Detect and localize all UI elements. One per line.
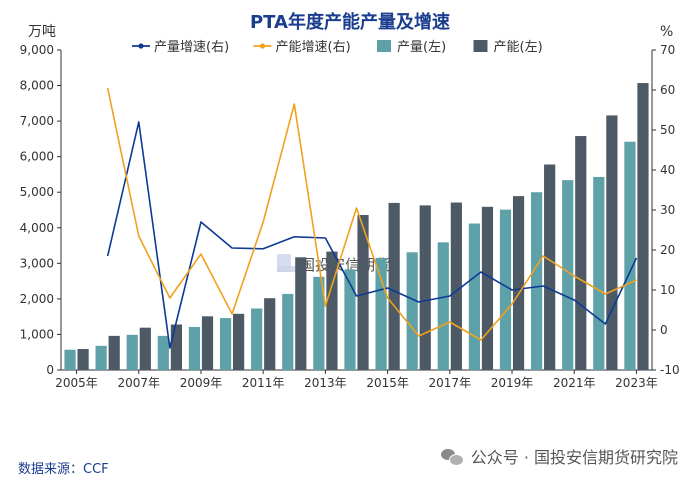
right-tick-label: 30 [660,203,675,217]
source-note: 数据来源：CCF [18,462,109,477]
legend-label: 产能增速(右) [276,40,351,55]
output-bar-2008 [157,335,169,370]
right-tick-label: 0 [660,323,668,337]
wechat-icon [440,447,464,466]
left-tick-label: 0 [46,363,54,377]
x-tick-label: 2023年 [615,376,658,390]
output-bar-2023 [624,141,636,370]
output-bar-2015 [375,258,387,370]
left-axis-unit: 万吨 [28,24,56,40]
legend-item: 产量增速(右) [132,40,229,55]
x-tick-label: 2017年 [429,376,472,390]
x-tick-label: 2011年 [242,376,285,390]
capacity-bar-2019 [512,196,525,370]
legend-box-swatch [377,40,391,52]
left-tick-label: 1,000 [20,327,54,341]
footer-watermark: 公众号 · 国投安信期货研究院 [440,444,678,468]
capacity-bar-2013 [326,251,338,370]
output-bar-2011 [251,308,263,370]
output-bar-2005 [64,349,76,370]
right-tick-label: 60 [660,83,675,97]
left-tick-label: 6,000 [20,150,54,164]
chart-title: PTA年度产能产量及增速 [250,11,450,33]
capacity-bar-2023 [637,83,649,370]
left-tick-label: 2,000 [20,292,54,306]
legend-label: 产量(左) [397,40,446,55]
capacity-bar-2011 [264,298,276,370]
output-bar-2007 [126,334,138,370]
right-tick-label: 40 [660,163,675,177]
left-tick-label: 7,000 [20,114,54,128]
legend-item: 产量(左) [377,40,446,55]
output-bar-2014 [344,269,356,370]
legend-box-swatch [473,40,488,52]
output-bar-2019 [499,209,512,370]
left-tick-label: 9,000 [20,43,54,57]
capacity-bar-2016 [419,205,431,370]
x-tick-label: 2019年 [491,376,534,390]
capacity-bar-2015 [388,202,400,370]
left-tick-label: 8,000 [20,79,54,93]
right-tick-label: 50 [660,123,675,137]
legend-marker [138,43,144,49]
x-tick-label: 2007年 [117,376,160,390]
output-bar-2012 [282,293,294,370]
output-bar-2013 [313,276,325,370]
x-tick-label: 2015年 [366,376,409,390]
legend-item: 产能增速(右) [253,40,351,55]
right-axis-unit: % [660,24,673,40]
capacity-bar-2021 [575,136,587,370]
right-tick-label: 20 [660,243,675,257]
x-tick-label: 2009年 [180,376,223,390]
x-tick-label: 2021年 [553,376,596,390]
output-growth-line [106,121,638,349]
capacity-bar-2017 [450,202,462,370]
capacity-bar-2008 [170,324,182,370]
capacity-bar-2014 [357,214,369,370]
right-tick-label: 70 [660,43,675,57]
output-bar-2006 [95,345,107,370]
output-bar-2022 [593,176,605,370]
axes: 0 1,000 2,000 3,000 4,000 5,000 6,000 7,000 8,00… [20,43,680,390]
capacity-bar-2022 [606,115,618,370]
legend-label: 产能(左) [494,40,543,55]
capacity-bar-2005 [77,349,89,370]
output-bar-2016 [406,252,418,370]
output-bar-2021 [562,180,574,370]
legend-marker [259,43,266,49]
x-tick-label: 2013年 [304,376,347,390]
x-tick-label: 2005年 [55,376,98,390]
output-bar-2020 [531,192,543,370]
capacity-bar-2020 [544,164,556,370]
footer-watermark-text: 公众号 · 国投安信期货研究院 [470,448,678,467]
capacity-growth-line [106,87,637,341]
capacity-bar-2010 [233,313,245,370]
output-bar-2009 [188,326,201,370]
left-tick-label: 5,000 [20,185,54,199]
line-layer [106,87,638,349]
capacity-bar-2007 [139,327,151,370]
left-tick-label: 3,000 [20,256,54,270]
capacity-bar-2006 [108,335,120,370]
output-bar-2018 [468,223,480,370]
bar-layer [64,83,649,370]
right-tick-label: -10 [660,363,680,377]
capacity-bar-2012 [295,257,307,370]
legend-label: 产量增速(右) [154,40,229,55]
output-bar-2017 [437,242,449,370]
output-bar-2010 [219,318,232,370]
legend: 产量增速(右) 产能增速(右) 产量(左) 产能(左) [132,40,543,55]
capacity-bar-2018 [481,206,494,370]
capacity-bar-2009 [201,316,214,370]
left-tick-label: 4,000 [20,221,54,235]
right-tick-label: 10 [660,283,675,297]
legend-item: 产能(左) [473,40,543,55]
